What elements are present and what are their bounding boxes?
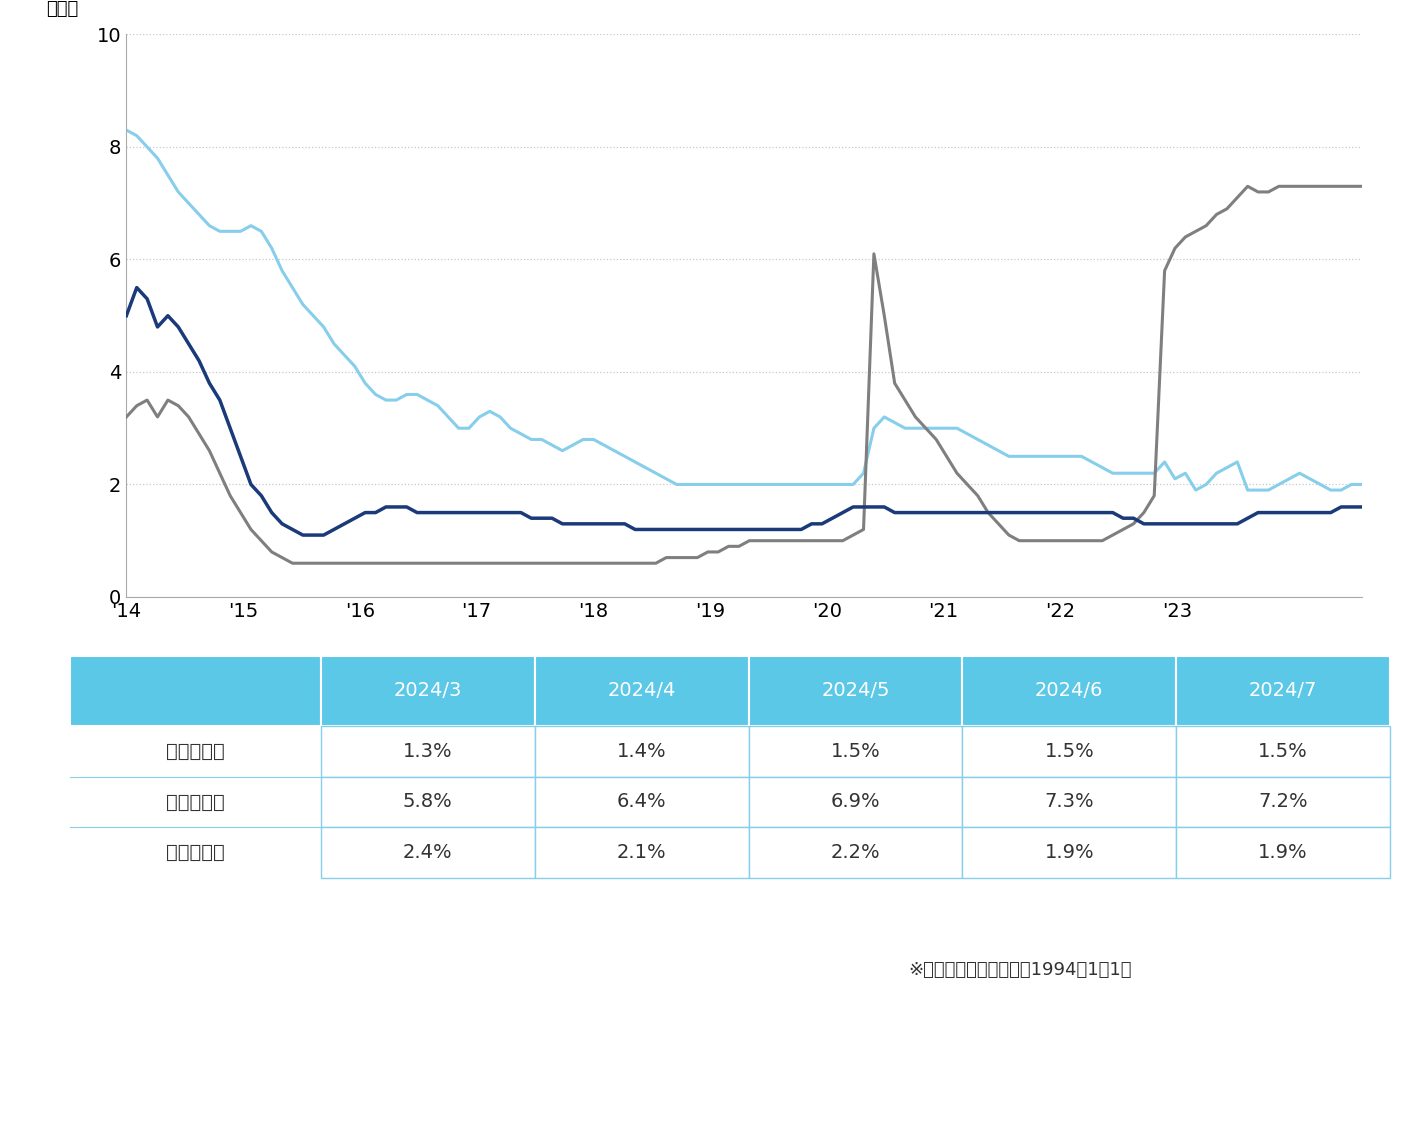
Text: 2024/3: 2024/3 (393, 682, 462, 700)
Text: ※統　計　開　始　日：1994年1月1日: ※統 計 開 始 日：1994年1月1日 (908, 961, 1132, 979)
Text: （％）: （％） (46, 0, 79, 17)
Bar (1177, 777, 1390, 828)
Legend: 南口エリア, 北口エリア, 大通エリア: 南口エリア, 北口エリア, 大通エリア (504, 649, 984, 683)
Bar (962, 777, 1177, 828)
Text: 5.8%: 5.8% (403, 792, 452, 812)
Bar (1177, 828, 1390, 878)
Bar (962, 727, 1177, 777)
Text: 2.2%: 2.2% (831, 843, 880, 862)
Text: 1.9%: 1.9% (1258, 843, 1309, 862)
Text: 2.1%: 2.1% (616, 843, 667, 862)
Text: 1.5%: 1.5% (1045, 742, 1094, 761)
Text: 1.4%: 1.4% (616, 742, 667, 761)
Text: 2024/5: 2024/5 (821, 682, 890, 700)
Text: 6.4%: 6.4% (616, 792, 667, 812)
Bar (535, 727, 748, 777)
Bar (748, 656, 962, 727)
Text: 南口エリア: 南口エリア (166, 742, 225, 761)
Bar (748, 777, 962, 828)
Text: 北口エリア: 北口エリア (166, 792, 225, 812)
Text: 2024/7: 2024/7 (1250, 682, 1317, 700)
Bar (962, 828, 1177, 878)
Text: 7.3%: 7.3% (1045, 792, 1094, 812)
Bar (322, 828, 535, 878)
Bar (322, 727, 535, 777)
Bar (535, 777, 748, 828)
Text: 6.9%: 6.9% (831, 792, 880, 812)
Text: 2024/4: 2024/4 (608, 682, 675, 700)
Text: 2.4%: 2.4% (403, 843, 452, 862)
Text: 1.9%: 1.9% (1045, 843, 1094, 862)
Bar (535, 828, 748, 878)
Text: 1.5%: 1.5% (831, 742, 880, 761)
Text: 1.3%: 1.3% (403, 742, 452, 761)
Bar (322, 656, 535, 727)
Bar (70, 656, 322, 727)
Bar (1177, 727, 1390, 777)
Text: 1.5%: 1.5% (1258, 742, 1309, 761)
Text: 大通エリア: 大通エリア (166, 843, 225, 862)
Bar (322, 777, 535, 828)
Bar (1177, 656, 1390, 727)
Text: 2024/6: 2024/6 (1035, 682, 1104, 700)
Bar (535, 656, 748, 727)
Bar (748, 727, 962, 777)
Text: 7.2%: 7.2% (1258, 792, 1309, 812)
Bar (962, 656, 1177, 727)
Bar (748, 828, 962, 878)
